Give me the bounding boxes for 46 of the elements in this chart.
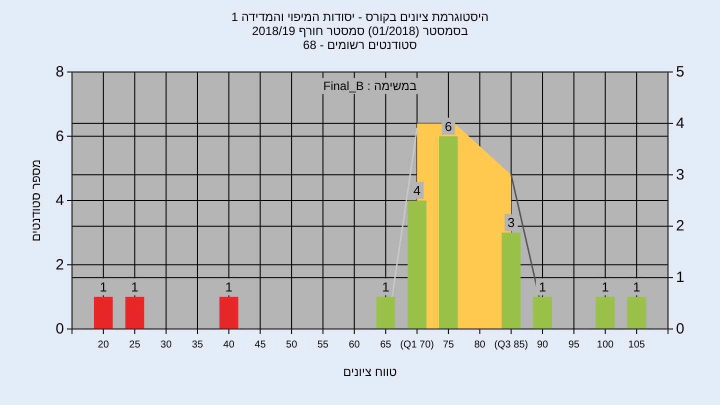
x-tick-label: 75 bbox=[442, 340, 454, 350]
y-axis-title: מספר סטודנטים bbox=[29, 159, 43, 242]
x-tick-label: 20 bbox=[98, 340, 110, 350]
y-tick-label: 0 bbox=[56, 320, 64, 338]
data-label: 4 bbox=[413, 183, 421, 198]
x-tick-label: 55 bbox=[317, 340, 329, 350]
data-label: 1 bbox=[538, 279, 546, 294]
x-axis-title: טווח ציונים bbox=[343, 365, 398, 379]
y2-tick-label: 2 bbox=[676, 218, 684, 235]
x-tick-label: 100 bbox=[596, 340, 614, 350]
y2-tick-label: 4 bbox=[676, 114, 684, 132]
data-label: 1 bbox=[382, 279, 390, 294]
text: סטודנטים רשומים - 68 bbox=[303, 38, 418, 52]
chart-title: היסטוגרמת ציונים בקורס - יסודות המיפוי והמדידה 1 bbox=[231, 10, 489, 24]
x-tick-label: 90 bbox=[536, 340, 549, 350]
y2-tick-label: 3 bbox=[676, 166, 684, 184]
bar bbox=[408, 200, 426, 329]
x-tick-label: (Q3 85) bbox=[494, 340, 528, 350]
data-label: 3 bbox=[508, 215, 515, 230]
y2-tick-label: 1 bbox=[676, 269, 684, 286]
x-tick-label: 60 bbox=[348, 340, 360, 350]
y2-tick-label: 5 bbox=[676, 64, 684, 80]
data-label: 1 bbox=[225, 279, 232, 294]
x-tick-label: 105 bbox=[628, 340, 646, 350]
x-tick-label: 80 bbox=[474, 340, 486, 350]
x-tick-label: 35 bbox=[192, 340, 204, 350]
data-label: 1 bbox=[131, 279, 138, 294]
y-tick-label: 8 bbox=[56, 64, 64, 80]
x-tick-label: 40 bbox=[223, 340, 235, 350]
data-label: 6 bbox=[444, 118, 452, 134]
data-label: 1 bbox=[602, 279, 609, 294]
y2-tick-label: 0 bbox=[676, 320, 684, 338]
y-tick-label: 6 bbox=[56, 128, 64, 145]
x-tick-label: 50 bbox=[286, 340, 298, 350]
x-tick-label: 95 bbox=[568, 340, 580, 350]
y-tick-label: 2 bbox=[56, 256, 64, 274]
data-label: 1 bbox=[100, 279, 107, 294]
x-tick-label: 45 bbox=[254, 340, 266, 350]
x-tick-label: 65 bbox=[380, 340, 392, 350]
x-tick-label: (Q1 70) bbox=[400, 340, 434, 350]
chart-subtitle: בסמסטר (01/2018) סמסטר חורף 2018/19 bbox=[252, 24, 468, 38]
x-tick-label: 30 bbox=[160, 340, 172, 350]
annotation: במשימה : Final_B bbox=[323, 79, 417, 93]
data-label: 1 bbox=[633, 279, 640, 294]
x-tick-label: 25 bbox=[129, 340, 141, 350]
y-tick-label: 4 bbox=[56, 192, 64, 209]
